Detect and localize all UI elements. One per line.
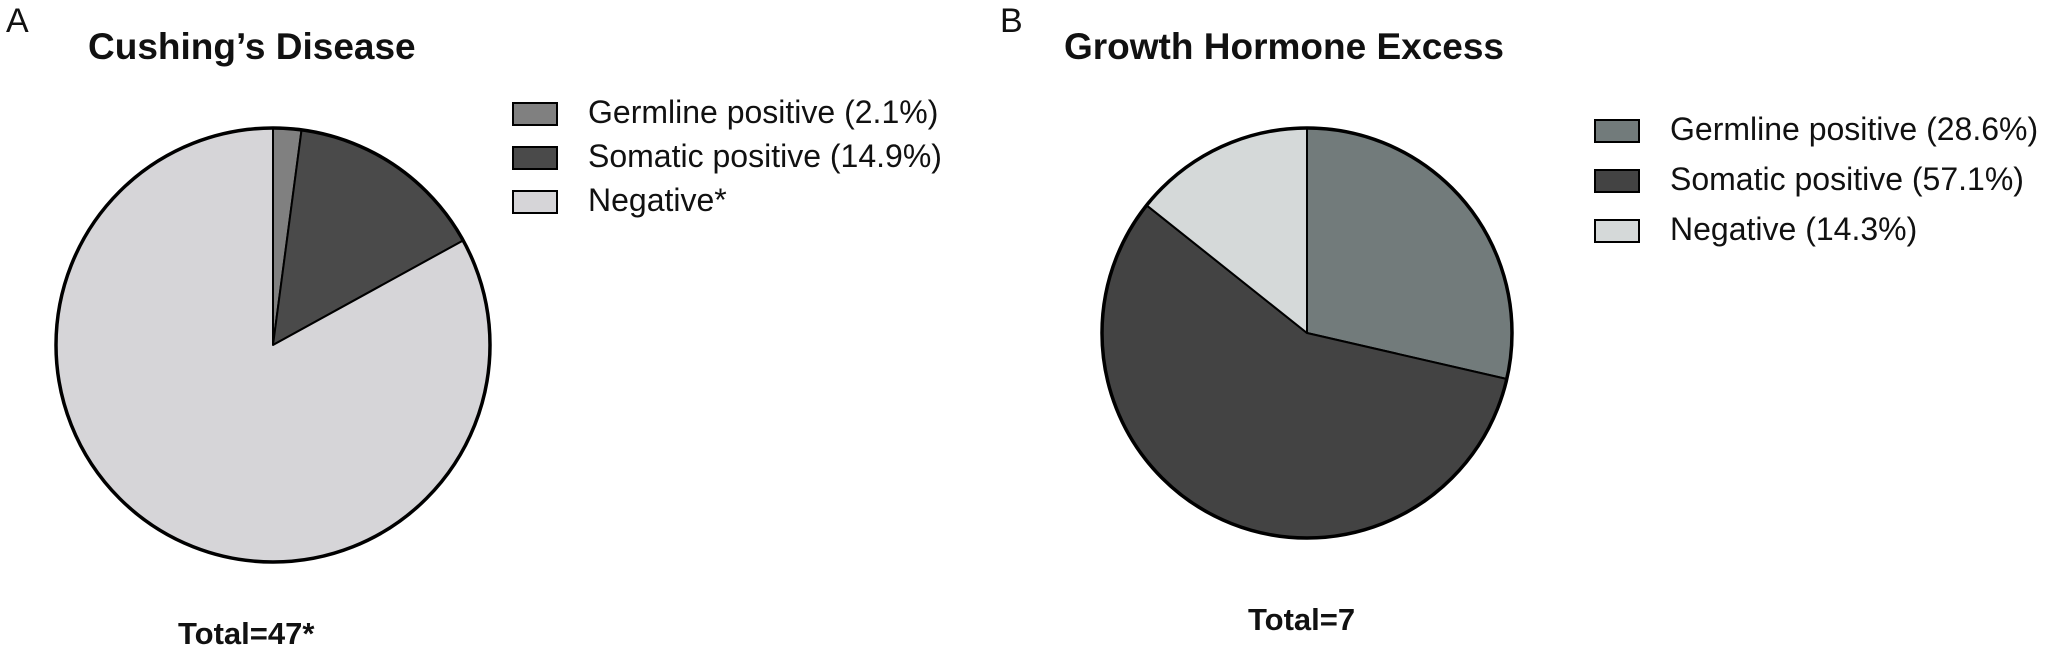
legend-label: Negative* xyxy=(588,182,727,218)
panel-letter: A xyxy=(6,2,29,40)
legend-label: Germline positive (2.1%) xyxy=(588,94,939,130)
chart-title: Cushing’s Disease xyxy=(88,26,416,67)
panel-b: B Growth Hormone Excess Germline positiv… xyxy=(1000,0,2056,652)
legend-label: Germline positive (28.6%) xyxy=(1670,111,2039,147)
legend-swatch xyxy=(512,102,558,126)
legend-swatch xyxy=(512,146,558,170)
legend-swatch xyxy=(1594,119,1640,143)
legend-label: Somatic positive (57.1%) xyxy=(1670,161,2024,197)
panel-letter: B xyxy=(1000,2,1023,40)
pie-outline xyxy=(1100,126,1514,540)
pie-chart xyxy=(1100,126,1514,540)
legend-swatch xyxy=(512,190,558,214)
chart-title: Growth Hormone Excess xyxy=(1064,26,1505,67)
panel-a: A Cushing’s Disease Germline positive (2… xyxy=(0,0,1000,652)
legend-label: Somatic positive (14.9%) xyxy=(588,138,942,174)
pie-outline xyxy=(54,126,492,564)
total-label: Total=7 xyxy=(1248,602,1356,637)
pie-chart xyxy=(54,126,492,564)
legend-label: Negative (14.3%) xyxy=(1670,211,1918,247)
legend-swatch xyxy=(1594,169,1640,193)
legend-swatch xyxy=(1594,219,1640,243)
total-label: Total=47* xyxy=(178,616,315,651)
